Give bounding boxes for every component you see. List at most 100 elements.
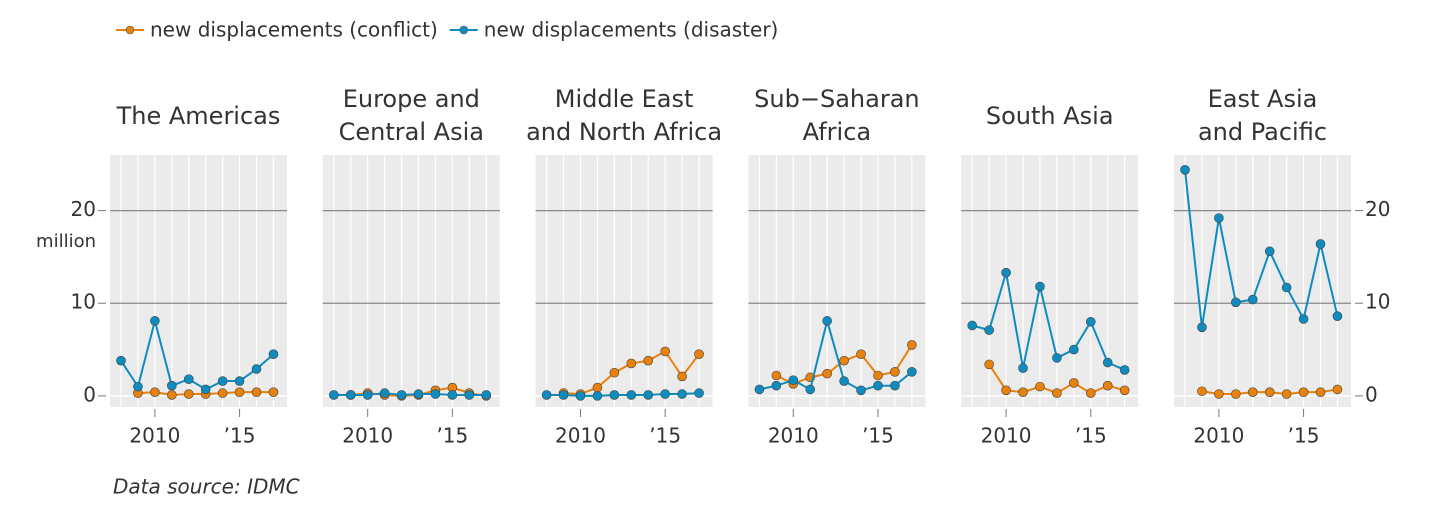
- data-point: [771, 370, 782, 381]
- data-point: [558, 390, 569, 400]
- panel-title: and Pacific: [1198, 118, 1327, 146]
- x-tick-label: 2010: [981, 424, 1032, 448]
- data-point: [1298, 387, 1309, 397]
- data-point: [873, 370, 883, 381]
- data-point: [1264, 387, 1275, 397]
- data-point: [890, 380, 900, 391]
- data-point: [1214, 389, 1224, 399]
- data-point: [1231, 389, 1241, 399]
- data-point: [345, 390, 356, 400]
- data-point: [251, 387, 262, 397]
- data-point: [660, 389, 670, 399]
- data-point: [217, 376, 228, 386]
- data-point: [379, 388, 390, 398]
- data-point: [822, 368, 832, 379]
- panel-title: and North Africa: [526, 118, 722, 146]
- data-point: [626, 358, 637, 369]
- data-point: [1315, 239, 1326, 249]
- data-point: [116, 355, 126, 366]
- x-tick-label: ’15: [224, 424, 256, 448]
- data-point: [1018, 387, 1028, 397]
- data-point: [575, 391, 586, 401]
- series-line: [546, 392, 700, 397]
- panel-title: Europe and: [343, 85, 480, 113]
- panel-title: Africa: [803, 118, 871, 146]
- data-point: [1281, 389, 1292, 399]
- data-point: [643, 390, 654, 400]
- data-point: [677, 389, 687, 399]
- panel-title: South Asia: [986, 102, 1114, 130]
- data-point: [183, 389, 194, 399]
- data-point: [660, 346, 670, 357]
- data-point: [1264, 246, 1275, 257]
- data-point: [217, 388, 228, 398]
- data-point: [856, 385, 866, 396]
- data-point: [150, 316, 160, 326]
- data-point: [1119, 365, 1130, 375]
- x-tick-label: 2010: [768, 424, 819, 448]
- data-point: [1315, 387, 1326, 397]
- data-point: [771, 380, 782, 391]
- data-point: [183, 374, 194, 385]
- source-note: Data source: IDMC: [113, 475, 300, 499]
- data-point: [1332, 384, 1343, 395]
- series-line: [120, 316, 275, 391]
- data-point: [754, 384, 765, 395]
- series-line: [759, 316, 913, 392]
- data-point: [1069, 344, 1079, 355]
- data-point: [268, 349, 279, 359]
- y-tick-label: 10: [1365, 290, 1390, 314]
- x-tick-label: 2010: [129, 424, 180, 448]
- data-point: [694, 388, 704, 398]
- data-point: [413, 389, 424, 399]
- data-point: [251, 364, 262, 374]
- data-point: [967, 320, 978, 331]
- data-point: [396, 390, 407, 400]
- data-point: [1069, 378, 1079, 388]
- data-point: [133, 381, 143, 392]
- data-point: [805, 384, 816, 395]
- data-point: [839, 355, 849, 366]
- data-point: [873, 380, 883, 391]
- y-axis-label: million: [36, 231, 96, 252]
- data-point: [1085, 316, 1096, 327]
- data-point: [1332, 311, 1343, 322]
- data-point: [839, 376, 849, 386]
- data-point: [1035, 281, 1045, 292]
- x-tick-label: ’15: [436, 424, 468, 448]
- data-point: [677, 371, 687, 382]
- legend-marker: [459, 25, 469, 35]
- data-point: [1197, 386, 1207, 397]
- panel-background: [322, 155, 500, 407]
- series-line: [971, 272, 1126, 371]
- data-point: [643, 355, 654, 366]
- panel-title: East Asia: [1208, 85, 1318, 113]
- data-point: [592, 391, 603, 401]
- data-point: [1247, 387, 1258, 397]
- data-point: [481, 390, 492, 400]
- data-point: [1119, 385, 1130, 396]
- data-point: [626, 390, 637, 400]
- x-tick-label: ’15: [1288, 424, 1320, 448]
- y-tick-label: 0: [1365, 382, 1378, 406]
- data-point: [1281, 282, 1292, 293]
- y-tick-label: 0: [83, 382, 96, 406]
- data-point: [609, 367, 620, 378]
- data-point: [592, 382, 603, 393]
- legend-marker: [125, 25, 135, 35]
- data-point: [430, 389, 441, 399]
- panel-title: Middle East: [555, 85, 694, 113]
- data-point: [822, 316, 832, 326]
- x-tick-label: 2010: [1193, 424, 1244, 448]
- data-point: [1298, 314, 1309, 324]
- x-tick-label: 2010: [555, 424, 606, 448]
- data-point: [1214, 213, 1224, 223]
- data-point: [1052, 388, 1062, 398]
- data-point: [1197, 322, 1207, 333]
- data-point: [268, 387, 279, 397]
- series-line: [1184, 169, 1339, 328]
- panel-title: Sub−Saharan: [754, 85, 919, 113]
- y-tick-label: 20: [71, 197, 96, 221]
- data-point: [1247, 294, 1258, 305]
- x-tick-label: ’15: [649, 424, 681, 448]
